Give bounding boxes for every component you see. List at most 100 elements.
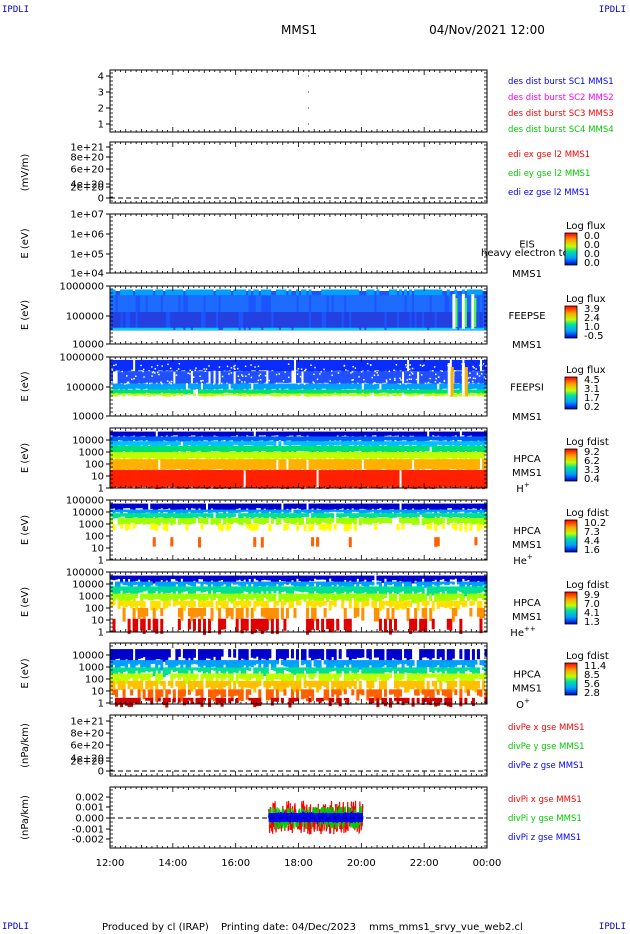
- spectrogram-cell: [456, 513, 460, 518]
- spectrogram-cell: [293, 509, 297, 514]
- spectrogram-cell: [167, 459, 171, 470]
- spectrogram-cell: [358, 436, 362, 441]
- spectrogram-cell: [170, 586, 174, 593]
- spectrogram-cell: [122, 518, 126, 524]
- spectrogram-cell: [223, 393, 227, 396]
- spectrogram-cell: [366, 470, 370, 487]
- spectrogram-cell: [248, 436, 252, 442]
- spectrogram-cell: [394, 383, 398, 391]
- spectrogram-cell: [162, 600, 166, 610]
- spectrogram-cell: [177, 509, 181, 515]
- spectrogram-cell: [273, 513, 277, 520]
- spectrogram-cell: [208, 431, 212, 437]
- spectrogram-cell: [316, 575, 320, 580]
- spectrogram-cell: [202, 586, 206, 593]
- spectrogram-cell: [285, 586, 289, 594]
- spectrogram-cell: [137, 446, 141, 453]
- spectrogram-cell: [152, 383, 156, 390]
- spectrogram-cell: [218, 452, 222, 459]
- spectrogram-cell: [187, 575, 191, 585]
- spectrogram-cell: [416, 359, 420, 372]
- spectrogram-cell: [343, 327, 347, 331]
- spectrogram-cell: [167, 441, 171, 445]
- spectrogram-cell: [117, 327, 121, 331]
- spectrogram-cell: [363, 459, 367, 469]
- spectrogram-cell: [160, 446, 164, 453]
- spectrogram-cell: [192, 289, 196, 296]
- spectrogram-cell: [301, 459, 305, 469]
- spectrogram-cell: [301, 575, 305, 585]
- spectrogram-cell: [323, 593, 327, 599]
- feepsi-gap-dot: [371, 376, 373, 379]
- spectrogram-cell: [197, 593, 201, 603]
- spectrogram-cell: [308, 383, 312, 390]
- spectrogram-cell: [424, 327, 428, 331]
- spectrogram-cell: [368, 513, 372, 519]
- spectrogram-cell: [190, 436, 194, 441]
- spectrogram-cell: [243, 295, 247, 313]
- spectrogram-cell: [431, 436, 435, 441]
- spectrogram-cell: [260, 389, 264, 395]
- spectrogram-cell: [469, 452, 473, 460]
- spectrogram-cell: [308, 581, 312, 587]
- spectrogram-cell: [373, 446, 377, 453]
- spectrogram-cell: [260, 575, 264, 581]
- spectrogram-cell: [459, 393, 463, 397]
- spectrogram-cell: [368, 389, 372, 393]
- feepsi-gap-dot: [374, 382, 376, 384]
- spectrogram-cell: [225, 446, 229, 453]
- spectrogram-cell: [263, 518, 267, 525]
- spectrogram-cell: [233, 383, 237, 391]
- spectrogram-cell: [165, 503, 169, 510]
- spectrogram-cell: [338, 581, 342, 589]
- spectrogram-cell: [396, 431, 400, 436]
- spectrogram-cell: [125, 509, 129, 513]
- colorbar-tick-label: 1.0: [584, 322, 600, 333]
- spectrogram-cell: [471, 431, 475, 437]
- feepsi-gap-dot: [167, 363, 169, 366]
- spectrogram-cell: [255, 359, 259, 372]
- spectrogram-cell: [416, 383, 420, 389]
- feepse-burst: [474, 298, 477, 327]
- spectrogram-cell: [275, 431, 279, 436]
- spectrogram-cell: [411, 312, 415, 328]
- spectrogram-cell: [273, 436, 277, 443]
- spectrogram-cell: [316, 593, 320, 603]
- spectrogram-cell: [248, 586, 252, 596]
- feepsi-gap-dot: [411, 373, 414, 375]
- spectrogram-cell: [366, 389, 370, 395]
- spectrogram-cell: [223, 383, 227, 390]
- spectrogram-cell: [311, 593, 315, 600]
- spectrogram-cell: [383, 503, 387, 511]
- spectrogram-cell: [378, 389, 382, 393]
- spectrogram-cell: [258, 593, 262, 602]
- spectrogram-cell: [454, 389, 458, 393]
- spectrogram-cell: [476, 383, 480, 390]
- instrument-label: HPCA: [513, 454, 541, 465]
- spectrogram-cell: [240, 295, 244, 313]
- spectrogram-cell: [155, 359, 159, 372]
- spectrogram-cell: [288, 295, 292, 313]
- spectrogram-cell: [238, 289, 242, 296]
- spectrogram-cell: [273, 470, 277, 489]
- spectrogram-cell: [409, 503, 413, 511]
- spectrogram-cell: [311, 518, 315, 526]
- spectrogram-cell: [263, 312, 267, 328]
- spectrogram-cell: [182, 312, 186, 328]
- feepsi-gap-dot: [244, 365, 247, 367]
- spectrogram-cell: [376, 503, 380, 509]
- spacecraft-label: MMS1: [512, 412, 542, 423]
- spectrogram-cell: [127, 436, 131, 441]
- spectrogram-cell: [127, 389, 131, 394]
- spectrogram-cell: [456, 470, 460, 488]
- spectrogram-cell: [363, 312, 367, 328]
- spectrogram-cell: [112, 295, 116, 313]
- spectrogram-cell: [346, 513, 350, 517]
- spectrogram-cell: [187, 383, 191, 389]
- spectrogram-cell: [157, 359, 161, 371]
- spectrogram-cell: [293, 436, 297, 443]
- spectrogram-cell: [396, 452, 400, 459]
- spectrogram-cell: [115, 593, 119, 599]
- spectrogram-cell: [451, 459, 455, 470]
- spectrogram-cell: [414, 470, 418, 489]
